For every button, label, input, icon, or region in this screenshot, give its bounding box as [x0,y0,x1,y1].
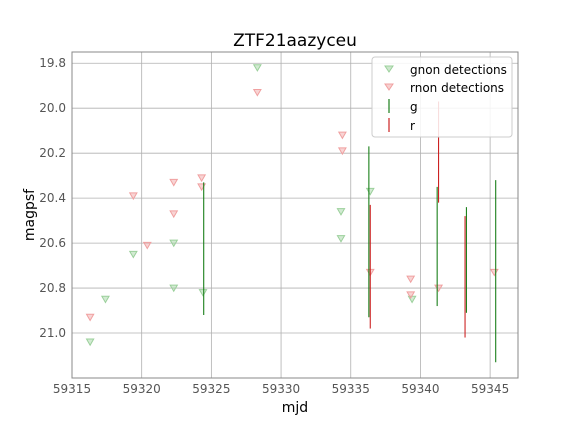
x-tick-label: 59340 [401,382,439,396]
y-tick-label: 21.0 [39,326,66,340]
gnon-point [336,235,346,243]
y-tick-label: 20.2 [39,146,66,160]
y-axis-label: magpsf [22,188,38,241]
legend-label-g: g [410,100,418,114]
x-tick-label: 59315 [53,382,91,396]
x-tick-label: 59330 [262,382,300,396]
gnon-point [169,239,179,248]
gnon-point [336,208,346,216]
data-marks [85,64,499,363]
y-tick-label: 20.8 [39,281,66,295]
rnon-point [406,291,416,300]
x-tick-label: 59345 [471,382,509,396]
y-tick-label: 20.6 [39,236,66,250]
y-tick-label: 20.4 [39,191,66,205]
gnon-point [252,64,262,72]
rnon-point [252,88,262,97]
gnon-point [198,289,208,297]
grid [71,52,518,378]
gnon-point [85,338,95,347]
rnon-point [406,275,416,284]
y-tick-label: 20.0 [39,101,66,115]
rnon-point [197,174,207,183]
legend-marker-rnon [384,83,394,91]
gnon-point [100,295,110,304]
x-tick-label: 59335 [332,382,370,396]
y-ticks: 19.8 20.0 20.2 20.4 20.6 20.8 21.0 [39,56,66,340]
x-tick-label: 59320 [123,382,161,396]
x-axis-label: mjd [282,400,308,416]
x-ticks: 59315 59320 59325 59330 59335 59340 59345 [53,382,509,396]
chart-title: ZTF21aazyceu [233,31,357,51]
rnon-point [337,131,347,140]
rnon-point [337,147,347,156]
legend-label-gnon: gnon detections [410,63,507,77]
plot-frame [71,51,519,379]
y-tick-label: 19.8 [39,56,66,70]
x-tick-label: 59325 [192,382,230,396]
gnon-point [169,284,179,293]
rnon-point [142,241,152,250]
rnon-point [85,313,95,322]
legend-marker-gnon [384,65,394,73]
rnon-point [169,178,179,187]
legend-box [371,56,513,138]
legend: gnon detections rnon detections g r [371,56,513,138]
legend-label-rnon: rnon detections [410,81,504,95]
gnon-point [128,250,138,259]
legend-label-r: r [410,119,415,133]
rnon-point [169,210,179,219]
rnon-point [128,192,138,201]
